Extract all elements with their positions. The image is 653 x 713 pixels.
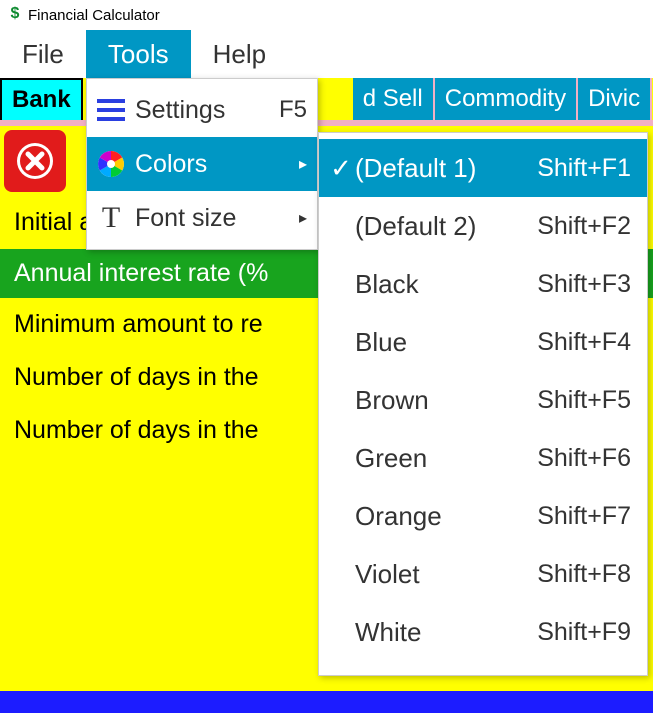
- app-dollar-icon: $: [6, 4, 24, 26]
- colors-option-label: (Default 1): [355, 153, 537, 184]
- colors-option[interactable]: WhiteShift+F9: [319, 603, 647, 661]
- colors-option-shortcut: Shift+F8: [537, 560, 631, 589]
- font-size-icon: T: [93, 200, 129, 236]
- color-wheel-icon: [93, 146, 129, 182]
- close-button[interactable]: [4, 130, 66, 192]
- colors-option-label: Brown: [355, 385, 537, 416]
- colors-option[interactable]: BlueShift+F4: [319, 313, 647, 371]
- colors-option-label: Green: [355, 443, 537, 474]
- colors-option-shortcut: Shift+F3: [537, 270, 631, 299]
- chevron-right-icon: ▸: [299, 208, 307, 228]
- colors-option-shortcut: Shift+F4: [537, 328, 631, 357]
- svg-text:$: $: [11, 5, 20, 22]
- colors-option-label: Blue: [355, 327, 537, 358]
- colors-option-label: Violet: [355, 559, 537, 590]
- tools-settings[interactable]: Settings F5: [87, 83, 317, 137]
- colors-option[interactable]: GreenShift+F6: [319, 429, 647, 487]
- check-icon: ✓: [327, 153, 355, 184]
- tab-dividend-fragment[interactable]: Divic: [578, 78, 652, 120]
- tools-settings-label: Settings: [135, 96, 269, 125]
- colors-option-label: Black: [355, 269, 537, 300]
- colors-option-shortcut: Shift+F9: [537, 618, 631, 647]
- colors-submenu: ✓(Default 1)Shift+F1(Default 2)Shift+F2B…: [318, 132, 648, 676]
- colors-option-label: White: [355, 617, 537, 648]
- window-title: Financial Calculator: [28, 7, 160, 24]
- tools-colors[interactable]: Colors ▸: [87, 137, 317, 191]
- tab-bank[interactable]: Bank: [0, 78, 83, 120]
- colors-option[interactable]: OrangeShift+F7: [319, 487, 647, 545]
- menu-tools[interactable]: Tools: [86, 30, 191, 78]
- menu-help[interactable]: Help: [191, 30, 288, 78]
- tab-sell-fragment[interactable]: d Sell: [353, 78, 435, 120]
- colors-option[interactable]: BrownShift+F5: [319, 371, 647, 429]
- menubar: File Tools Help: [0, 30, 653, 78]
- close-icon: [16, 142, 54, 180]
- colors-option[interactable]: (Default 2)Shift+F2: [319, 197, 647, 255]
- bottom-bar: [0, 691, 653, 713]
- titlebar: $ Financial Calculator: [0, 0, 653, 30]
- colors-option-shortcut: Shift+F1: [537, 154, 631, 183]
- tab-commodity[interactable]: Commodity: [435, 78, 578, 120]
- colors-option[interactable]: BlackShift+F3: [319, 255, 647, 313]
- tools-fontsize[interactable]: T Font size ▸: [87, 191, 317, 245]
- colors-option-label: (Default 2): [355, 211, 537, 242]
- tools-colors-label: Colors: [135, 150, 299, 179]
- colors-option-shortcut: Shift+F2: [537, 212, 631, 241]
- colors-option-label: Orange: [355, 501, 537, 532]
- hamburger-icon: [93, 92, 129, 128]
- chevron-right-icon: ▸: [299, 154, 307, 174]
- menu-file[interactable]: File: [0, 30, 86, 78]
- tools-fontsize-label: Font size: [135, 204, 299, 233]
- tools-settings-shortcut: F5: [279, 96, 307, 124]
- colors-option-shortcut: Shift+F5: [537, 386, 631, 415]
- colors-option[interactable]: ✓(Default 1)Shift+F1: [319, 139, 647, 197]
- colors-option-shortcut: Shift+F6: [537, 444, 631, 473]
- colors-option[interactable]: VioletShift+F8: [319, 545, 647, 603]
- tools-dropdown: Settings F5 Colors ▸ T Font size ▸: [86, 78, 318, 250]
- colors-option-shortcut: Shift+F7: [537, 502, 631, 531]
